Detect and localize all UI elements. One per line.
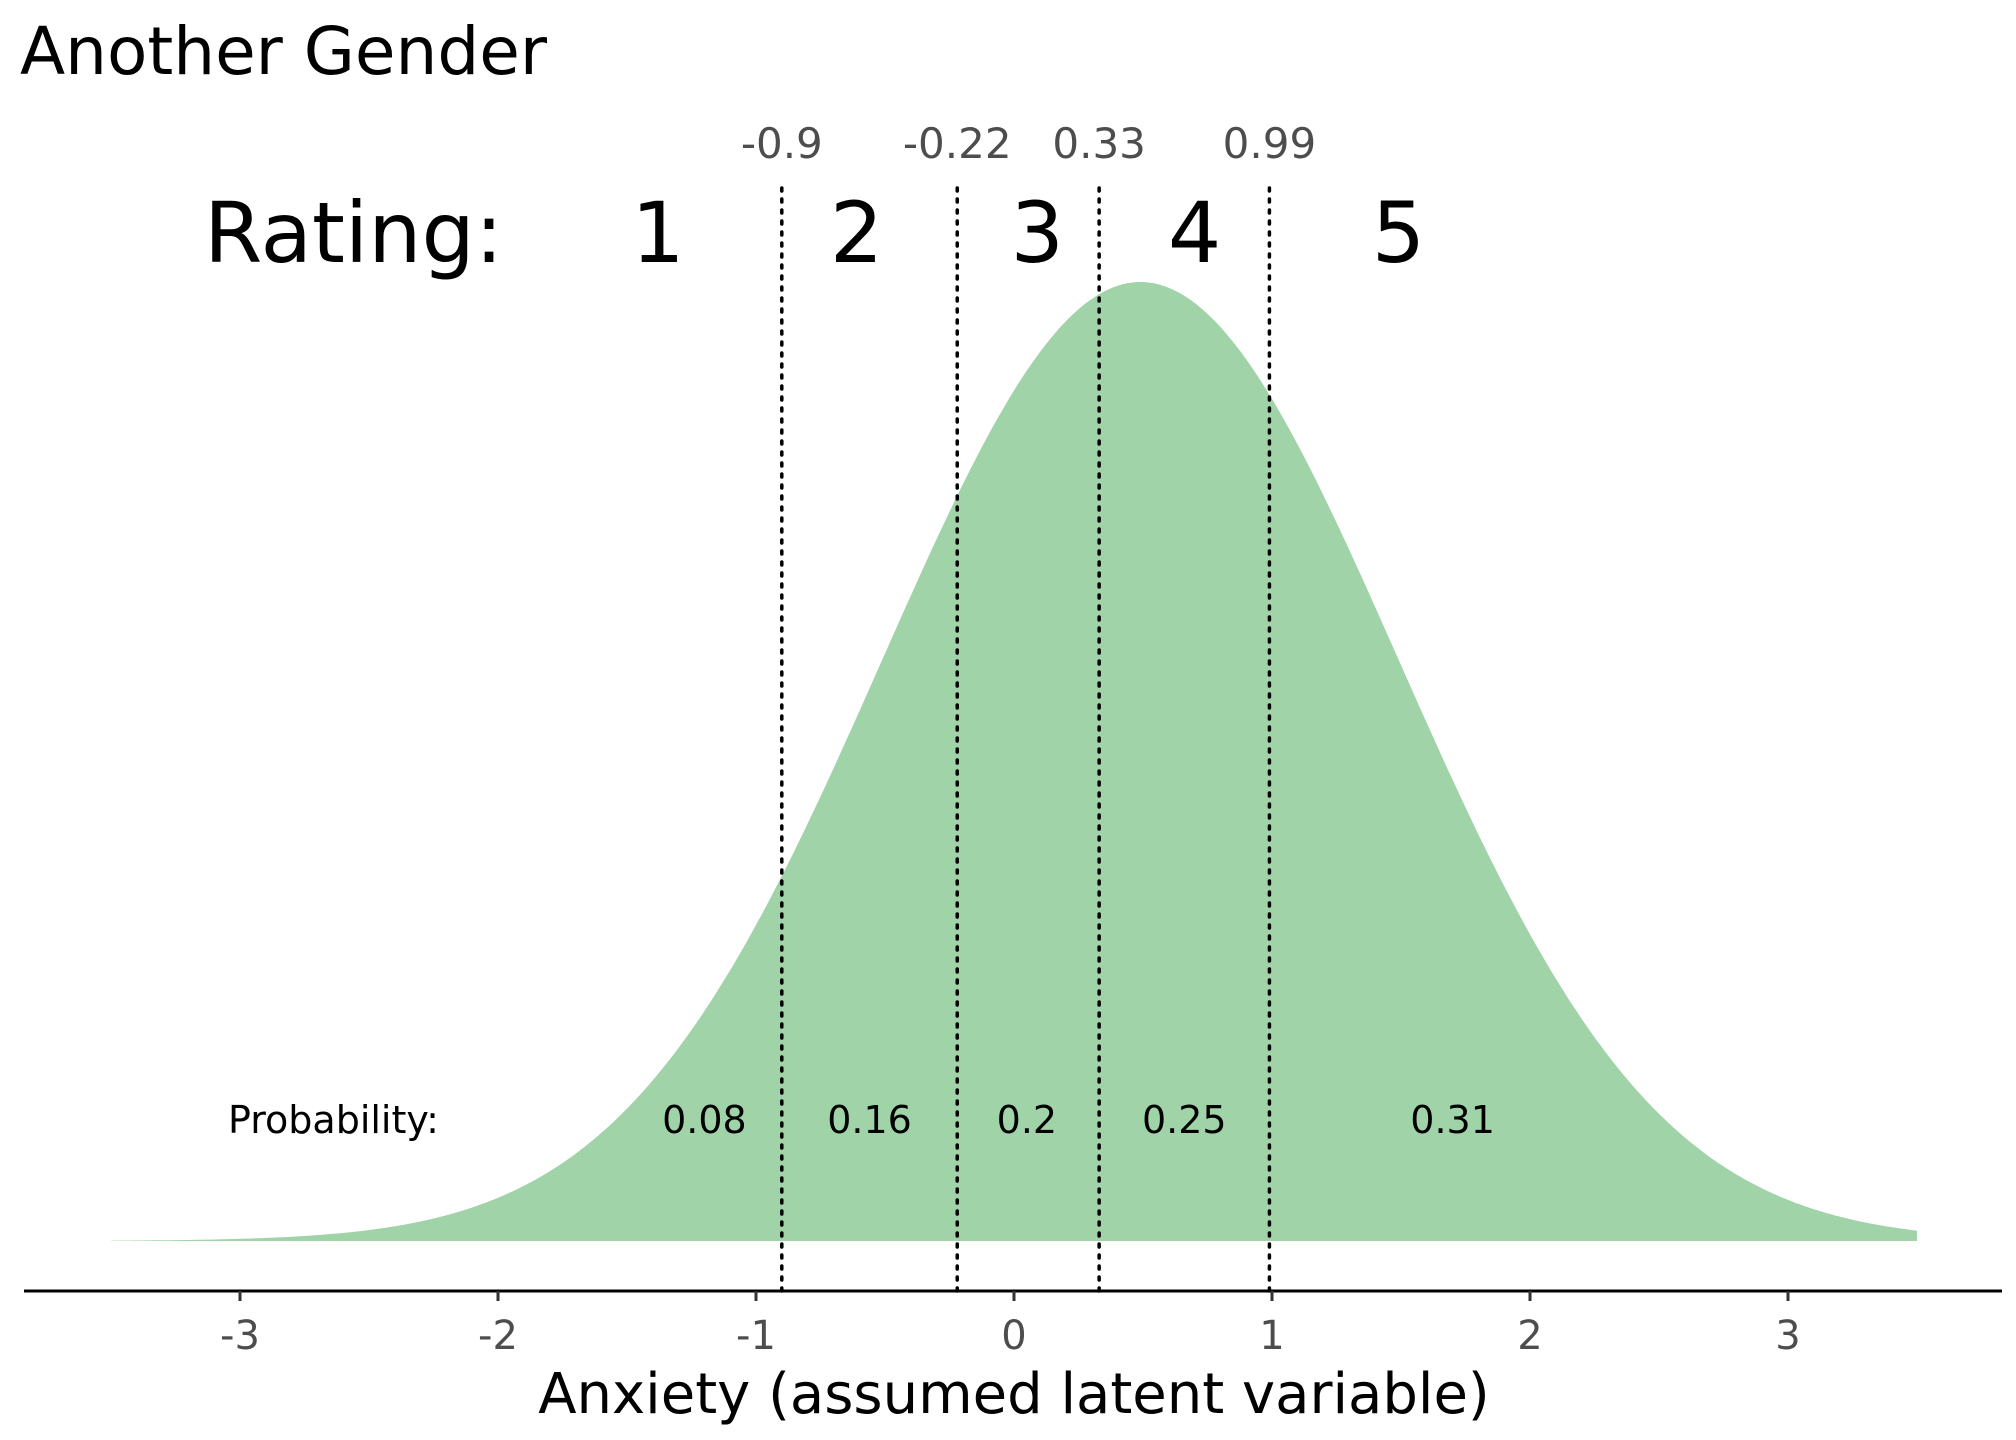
threshold-label: -0.9 (741, 119, 823, 168)
rating-label: 5 (1372, 184, 1425, 282)
probability-label: 0.25 (1142, 1098, 1227, 1142)
density-area (111, 282, 1917, 1241)
threshold-label: 0.99 (1223, 119, 1317, 168)
threshold-layer: -0.9 -0.22 0.33 0.99 (741, 119, 1317, 1293)
rating-label: 2 (830, 184, 883, 282)
x-tick-label: 1 (1259, 1313, 1284, 1359)
x-tick-label: 2 (1517, 1313, 1542, 1359)
x-axis: -3 -2 -1 0 1 2 3 (24, 1289, 2002, 1359)
density-layer (111, 282, 1917, 1241)
x-tick-label: -3 (220, 1313, 260, 1359)
x-tick-label: 0 (1001, 1313, 1026, 1359)
probability-label: 0.2 (997, 1098, 1057, 1142)
probability-label: 0.08 (662, 1098, 747, 1142)
rating-label: 1 (631, 184, 684, 282)
probability-label: 0.16 (827, 1098, 912, 1142)
rating-prefix-label: Rating: (204, 184, 503, 282)
x-tick-label: 3 (1775, 1313, 1800, 1359)
rating-layer: Rating: 1 2 3 4 5 (204, 184, 1425, 282)
threshold-label: 0.33 (1052, 119, 1146, 168)
threshold-label: -0.22 (903, 119, 1012, 168)
rating-label: 3 (1010, 184, 1063, 282)
probability-label: 0.31 (1410, 1098, 1495, 1142)
rating-label: 4 (1168, 184, 1221, 282)
probability-layer: Probability: 0.08 0.16 0.2 0.25 0.31 (228, 1098, 1495, 1142)
x-tick-label: -1 (736, 1313, 776, 1359)
probability-prefix-label: Probability: (228, 1098, 439, 1142)
x-tick-label: -2 (478, 1313, 518, 1359)
chart-title: Another Gender (20, 13, 548, 90)
x-axis-title: Anxiety (assumed latent variable) (538, 1362, 1490, 1427)
